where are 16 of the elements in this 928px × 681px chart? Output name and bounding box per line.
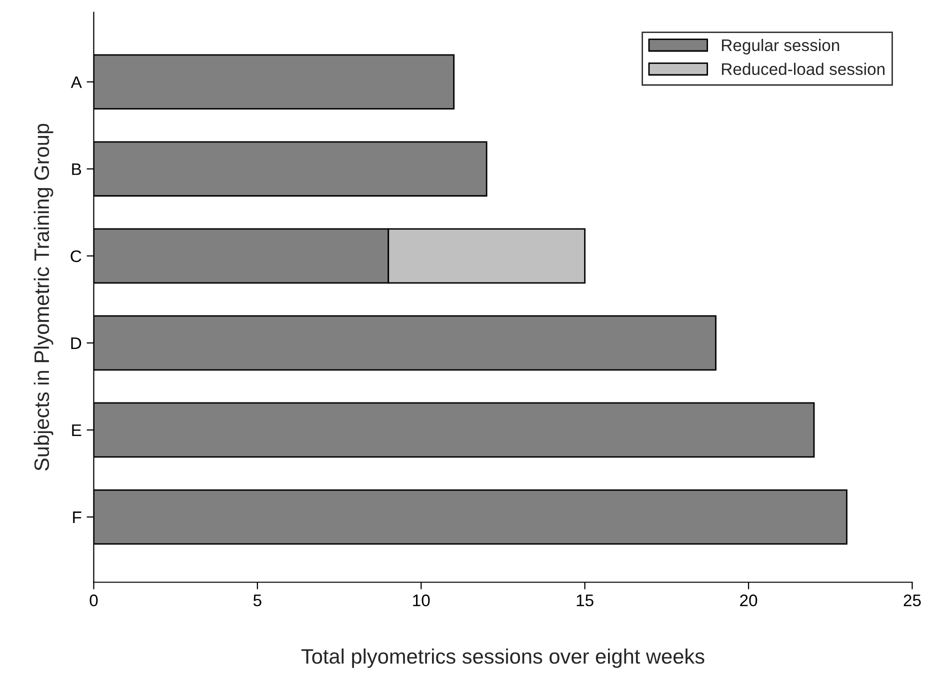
x-tick-label: 15 xyxy=(576,594,594,606)
y-tick-label: C xyxy=(70,250,82,262)
x-tick-label: 0 xyxy=(90,594,98,606)
y-tick-label: E xyxy=(72,424,82,436)
legend-label: Regular session xyxy=(722,38,840,54)
x-tick-label: 5 xyxy=(253,594,262,606)
x-tick-label: 10 xyxy=(413,594,430,606)
x-tick-label: 20 xyxy=(740,594,758,606)
y-tick-label: F xyxy=(73,512,82,524)
y-axis-title: Subjects in Plyometric Training Group xyxy=(34,124,54,471)
y-tick-label: D xyxy=(71,338,82,349)
x-tick-label: 25 xyxy=(904,594,921,606)
x-axis-title: Total plyometrics sessions over eight weeks xyxy=(301,648,704,668)
y-tick-label: A xyxy=(70,76,82,88)
legend-label: Reduced-load session xyxy=(722,62,884,76)
y-tick-label: B xyxy=(72,163,82,175)
